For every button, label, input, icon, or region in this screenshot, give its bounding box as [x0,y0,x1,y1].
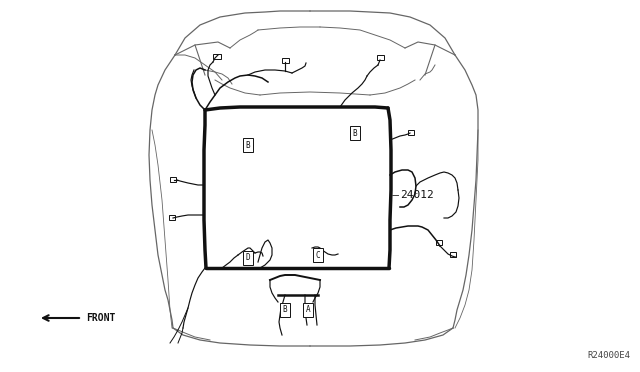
FancyBboxPatch shape [170,177,176,182]
Text: B: B [353,128,357,138]
Text: B: B [246,141,250,150]
Text: R24000E4: R24000E4 [587,351,630,360]
Text: C: C [316,250,320,260]
FancyBboxPatch shape [450,252,456,257]
FancyBboxPatch shape [169,215,175,220]
Text: FRONT: FRONT [86,313,115,323]
Text: D: D [246,253,250,263]
Text: A: A [306,305,310,314]
Text: B: B [283,305,287,314]
FancyBboxPatch shape [436,240,442,245]
FancyBboxPatch shape [213,54,221,59]
FancyBboxPatch shape [282,58,289,63]
Text: 24012: 24012 [400,190,434,200]
FancyBboxPatch shape [408,130,414,135]
FancyBboxPatch shape [377,55,384,60]
